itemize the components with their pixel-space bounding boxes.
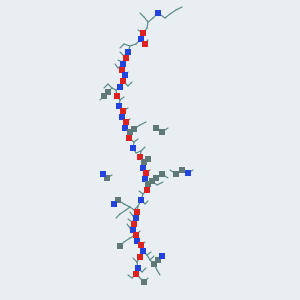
Bar — [140, 165, 146, 171]
Bar — [114, 93, 120, 99]
Bar — [185, 170, 191, 176]
Bar — [133, 215, 139, 221]
Bar — [155, 257, 161, 263]
Bar — [145, 156, 151, 162]
Bar — [127, 129, 133, 135]
Bar — [120, 61, 126, 67]
Bar — [119, 67, 125, 73]
Bar — [159, 129, 165, 135]
Bar — [123, 55, 129, 61]
Bar — [120, 108, 126, 114]
Bar — [143, 170, 149, 176]
Bar — [120, 78, 126, 84]
Bar — [119, 114, 125, 120]
Bar — [138, 197, 144, 203]
Bar — [111, 201, 117, 207]
Bar — [179, 167, 185, 173]
Bar — [133, 232, 139, 238]
Bar — [138, 242, 144, 248]
Bar — [151, 261, 157, 267]
Bar — [159, 253, 165, 259]
Bar — [153, 125, 159, 131]
Bar — [101, 93, 107, 99]
Bar — [125, 49, 131, 55]
Bar — [133, 271, 139, 277]
Bar — [100, 171, 106, 177]
Bar — [123, 119, 129, 125]
Bar — [117, 243, 123, 249]
Bar — [131, 126, 137, 132]
Bar — [137, 254, 143, 260]
Bar — [135, 265, 141, 271]
Bar — [153, 175, 159, 181]
Bar — [104, 175, 110, 181]
Bar — [122, 72, 128, 78]
Bar — [144, 187, 150, 193]
Bar — [159, 171, 165, 177]
Bar — [140, 30, 146, 36]
Bar — [116, 103, 122, 109]
Bar — [126, 135, 132, 141]
Bar — [138, 36, 144, 42]
Bar — [173, 171, 179, 177]
Bar — [141, 279, 147, 285]
Bar — [131, 221, 137, 227]
Bar — [115, 197, 121, 203]
Bar — [142, 41, 148, 47]
Bar — [105, 89, 111, 95]
Bar — [134, 209, 140, 215]
Bar — [142, 176, 148, 182]
Bar — [141, 159, 147, 165]
Bar — [134, 238, 140, 244]
Bar — [117, 84, 123, 90]
Bar — [137, 154, 143, 160]
Bar — [145, 181, 151, 187]
Bar — [130, 227, 136, 233]
Bar — [155, 10, 161, 16]
Bar — [122, 125, 128, 131]
Bar — [130, 145, 136, 151]
Bar — [149, 178, 155, 184]
Bar — [140, 248, 146, 254]
